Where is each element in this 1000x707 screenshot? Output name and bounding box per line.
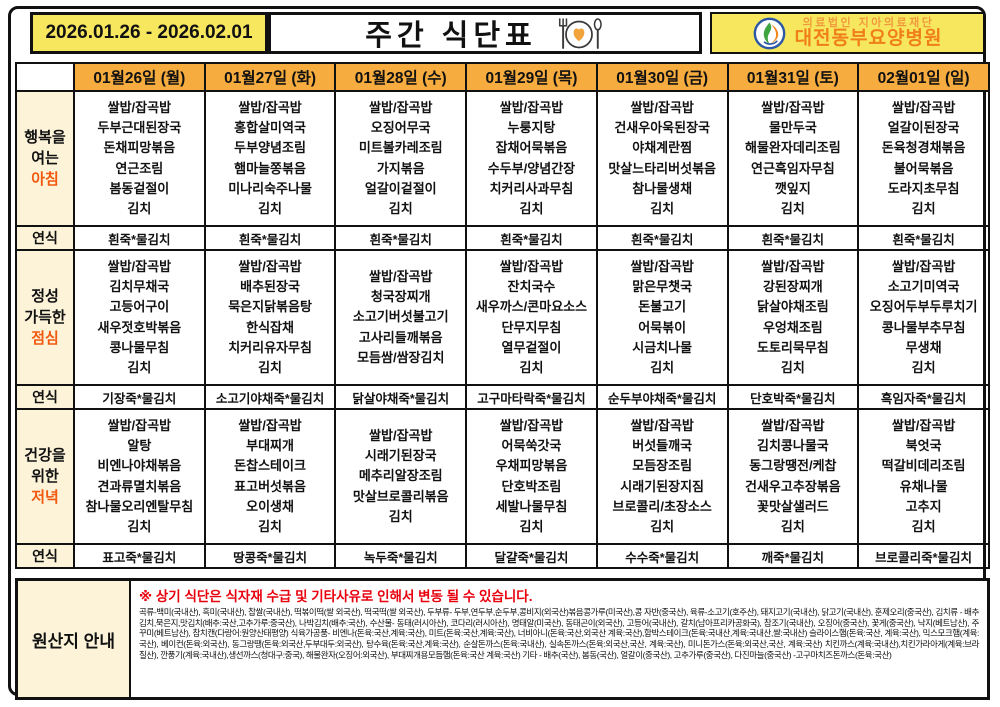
hospital-name: 대전동부요양병원 [794, 27, 943, 49]
meal-menu-cell: 쌀밥/잡곡밥 건새우아욱된장국 야채계란찜 맛살느타리버섯볶음 참나물생채 김치 [595, 90, 729, 227]
notice-text: ※ 상기 식단은 식자재 수급 및 기타사유로 인해서 변동 될 수 있습니다. [139, 589, 533, 604]
day-header: 01월27일 (화) [203, 62, 337, 92]
meal-menu-cell: 쌀밥/잡곡밥 강된장찌개 닭살야채조림 우엉채조림 도토리묵무침 김치 [726, 249, 860, 386]
soft-diet-cell: 표고죽*물김치 [73, 543, 206, 569]
soft-diet-cell: 녹두죽*물김치 [334, 543, 468, 569]
meal-menu-cell: 쌀밥/잡곡밥 오징어무국 미트볼카레조림 가지볶음 얼갈이겉절이 김치 [334, 90, 468, 227]
soft-diet-cell: 흰죽*물김치 [595, 225, 729, 251]
meal-menu-cell: 쌀밥/잡곡밥 부대찌개 돈찹스테이크 표고버섯볶음 오이생채 김치 [203, 408, 337, 545]
hospital-name-block: 의료법인 지아의료재단 대전동부요양병원 [795, 17, 943, 50]
soft-diet-row: 연식 흰죽*물김치 흰죽*물김치 흰죽*물김치 흰죽*물김치 흰죽*물김치 흰죽*물김치 흰죽… [15, 225, 990, 251]
soft-diet-cell: 단호박죽*물김치 [726, 384, 860, 410]
soft-diet-cell: 수수죽*물김치 [595, 543, 729, 569]
day-header-row: 01월26일 (월) 01월27일 (화) 01월28일 (수) 01월29일 (목)… [15, 62, 990, 92]
meal-plate-icon [553, 16, 605, 51]
meal-menu-cell: 쌀밥/잡곡밥 알탕 비엔나야채볶음 견과류멸치볶음 참나물오리엔탈무침 김치 [73, 408, 206, 545]
meal-label-line: 행복을 [24, 129, 66, 146]
meal-label-line: 가득한 [24, 309, 66, 326]
soft-diet-cell: 흰죽*물김치 [465, 225, 598, 251]
meal-menu-cell: 쌀밥/잡곡밥 청국장찌개 소고기버섯불고기 고사리들깨볶음 모듬쌈/쌈장김치 [334, 249, 468, 386]
title-bar: 주간 식단표 [268, 12, 702, 54]
meal-menu-cell: 쌀밥/잡곡밥 얼갈이된장국 돈육청경채볶음 불어묵볶음 도라지초무침 김치 [857, 90, 990, 227]
meal-label-line: 정성 [31, 288, 59, 305]
soft-diet-cell: 흰죽*물김치 [73, 225, 206, 251]
corner-cell [15, 62, 75, 92]
meal-label-accent: 점심 [31, 330, 59, 347]
soft-diet-cell: 달걀죽*물김치 [465, 543, 598, 569]
date-range-text: 2026.01.26 - 2026.02.01 [45, 22, 253, 43]
origin-panel: 원산지 안내 ※ 상기 식단은 식자재 수급 및 기타사유로 인해서 변동 될 … [15, 578, 990, 700]
soft-diet-cell: 깨죽*물김치 [726, 543, 860, 569]
meal-menu-cell: 쌀밥/잡곡밥 물만두국 해물완자데리조림 연근흑임자무침 깻잎지 김치 [726, 90, 860, 227]
origin-label: 원산지 안내 [18, 581, 131, 697]
soft-diet-cell: 흰죽*물김치 [203, 225, 337, 251]
meal-menu-cell: 쌀밥/잡곡밥 잔치국수 새우까스/콘마요소스 단무지무침 열무겉절이 김치 [465, 249, 598, 386]
menu-table: 01월26일 (월) 01월27일 (화) 01월28일 (수) 01월29일 (목)… [15, 62, 990, 569]
meal-menu-cell: 쌀밥/잡곡밥 김치무채국 고등어구이 새우젓호박볶음 콩나물무침 김치 [73, 249, 206, 386]
meal-label-accent: 아침 [31, 171, 59, 188]
soft-diet-cell: 순두부야채죽*물김치 [595, 384, 729, 410]
day-header: 01월26일 (월) [73, 62, 206, 92]
day-header: 01월28일 (수) [334, 62, 468, 92]
meal-menu-cell: 쌀밥/잡곡밥 배추된장국 묵은지닭볶음탕 한식잡채 치커리유자무침 김치 [203, 249, 337, 386]
hospital-logo-icon [753, 17, 786, 50]
meal-label-accent: 저녁 [31, 489, 59, 506]
soft-diet-cell: 흰죽*물김치 [726, 225, 860, 251]
date-range-badge: 2026.01.26 - 2026.02.01 [30, 12, 268, 54]
day-header: 01월31일 (토) [726, 62, 860, 92]
meal-menu-cell: 쌀밥/잡곡밥 김치콩나물국 동그랑땡전/케찹 건새우고추장볶음 꽃맛살샐러드 김치 [726, 408, 860, 545]
soft-diet-cell: 땅콩죽*물김치 [203, 543, 337, 569]
hospital-foundation-name: 의료법인 지아의료재단 [802, 16, 935, 29]
meal-row: 행복을 여는 아침 쌀밥/잡곡밥 두부근대된장국 돈채피망볶음 연근조림 봄동겉절이 김치 쌀밥/… [15, 90, 990, 227]
meal-label-line: 건강을 [24, 447, 66, 464]
soft-diet-label: 연식 [15, 543, 75, 569]
meal-menu-cell: 쌀밥/잡곡밥 버섯들깨국 모듬장조림 시래기된장지짐 브로콜리/초장소스 김치 [595, 408, 729, 545]
meal-row: 정성 가득한 점심 쌀밥/잡곡밥 김치무채국 고등어구이 새우젓호박볶음 콩나물무침 김치 쌀밥/… [15, 249, 990, 386]
meal-menu-cell: 쌀밥/잡곡밥 북엇국 떡갈비데리조림 유채나물 고추지 김치 [857, 408, 990, 545]
day-header: 01월30일 (금) [595, 62, 729, 92]
page-title: 주간 식단표 [365, 20, 537, 52]
soft-diet-cell: 기장죽*물김치 [73, 384, 206, 410]
meal-menu-cell: 쌀밥/잡곡밥 두부근대된장국 돈채피망볶음 연근조림 봄동겉절이 김치 [73, 90, 206, 227]
soft-diet-cell: 고구마타락죽*물김치 [465, 384, 598, 410]
origin-text: 곡류-백미(국내산), 흑미(국내산), 찹쌀(국내산), 떡볶이떡(쌀 외국산… [139, 607, 979, 660]
soft-diet-row: 연식 표고죽*물김치 땅콩죽*물김치 녹두죽*물김치 달걀죽*물김치 수수죽*물김치 깨죽*… [15, 543, 990, 569]
day-header: 02월01일 (일) [857, 62, 990, 92]
meal-menu-cell: 쌀밥/잡곡밥 소고기미역국 오징어두부두루치기 콩나물부추무침 무생채 김치 [857, 249, 990, 386]
meal-label-line: 여는 [31, 150, 59, 167]
meal-row: 건강을 위한 저녁 쌀밥/잡곡밥 알탕 비엔나야채볶음 견과류멸치볶음 참나물오리엔탈무침 김치… [15, 408, 990, 545]
soft-diet-cell: 닭살야채죽*물김치 [334, 384, 468, 410]
hospital-logo-badge: 의료법인 지아의료재단 대전동부요양병원 [710, 12, 985, 54]
day-header: 01월29일 (목) [465, 62, 598, 92]
meal-menu-cell: 쌀밥/잡곡밥 시래기된장국 메추리알장조림 맛살브로콜리볶음 김치 [334, 408, 468, 545]
soft-diet-label: 연식 [15, 225, 75, 251]
soft-diet-cell: 흰죽*물김치 [334, 225, 468, 251]
meal-menu-cell: 쌀밥/잡곡밥 어묵쑥갓국 우채피망볶음 단호박조림 세발나물무침 김치 [465, 408, 598, 545]
soft-diet-row: 연식 기장죽*물김치 소고기야채죽*물김치 닭살야채죽*물김치 고구마타락죽*물김치 순두… [15, 384, 990, 410]
meal-menu-cell: 쌀밥/잡곡밥 맑은무챗국 돈불고기 어묵볶이 시금치나물 김치 [595, 249, 729, 386]
meal-menu-cell: 쌀밥/잡곡밥 누룽지탕 잡채어묵볶음 수두부/양념간장 치커리사과무침 김치 [465, 90, 598, 227]
soft-diet-label: 연식 [15, 384, 75, 410]
soft-diet-cell: 흑임자죽*물김치 [857, 384, 990, 410]
origin-body: ※ 상기 식단은 식자재 수급 및 기타사유로 인해서 변동 될 수 있습니다.… [131, 581, 987, 697]
meal-menu-cell: 쌀밥/잡곡밥 홍합살미역국 두부양념조림 햄마늘쫑볶음 미나리숙주나물 김치 [203, 90, 337, 227]
meal-label-line: 위한 [31, 468, 59, 485]
soft-diet-cell: 소고기야채죽*물김치 [203, 384, 337, 410]
soft-diet-cell: 흰죽*물김치 [857, 225, 990, 251]
soft-diet-cell: 브로콜리죽*물김치 [857, 543, 990, 569]
